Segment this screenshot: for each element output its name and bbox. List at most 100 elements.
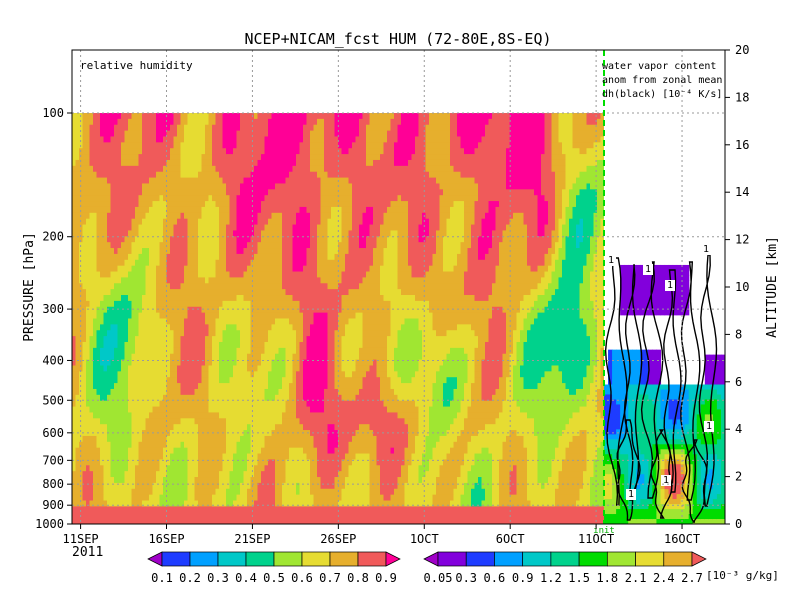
rh-cell: [170, 347, 175, 355]
rh-cell: [247, 388, 252, 396]
rh-cell: [128, 512, 133, 519]
rh-cell: [226, 289, 231, 296]
rh-cell: [296, 418, 301, 425]
rh-cell: [243, 159, 248, 167]
rh-cell: [93, 359, 98, 367]
rh-cell: [152, 165, 157, 173]
rh-cell: [303, 488, 308, 496]
rh-cell: [152, 130, 157, 138]
rh-cell: [103, 189, 108, 196]
rh-cell: [282, 388, 287, 396]
rh-cell: [198, 230, 203, 237]
rh-cell: [215, 159, 220, 167]
rh-cell: [243, 359, 248, 367]
rh-cell: [100, 341, 105, 349]
rh-cell: [159, 189, 164, 196]
rh-cell: [310, 371, 315, 378]
rh-cell: [261, 471, 266, 478]
rh-cell: [82, 365, 87, 372]
rh-cell: [310, 124, 315, 132]
rh-cell: [226, 347, 231, 355]
rh-cell: [145, 365, 150, 372]
rh-cell: [219, 154, 224, 161]
rh-cell: [163, 242, 168, 249]
rh-cell: [278, 300, 283, 308]
rh-cell: [278, 212, 283, 220]
rh-cell: [100, 224, 105, 232]
rh-cell: [271, 189, 276, 196]
rh-cell: [110, 365, 115, 372]
rh-cell: [159, 424, 164, 431]
rh-cell: [240, 365, 245, 372]
rh-cell: [173, 518, 178, 524]
rh-cell: [145, 236, 150, 243]
rh-cell: [96, 224, 101, 232]
rh-cell: [75, 435, 80, 443]
rh-cell: [278, 312, 283, 320]
rh-cell: [233, 318, 238, 325]
rh-cell: [229, 500, 234, 507]
rh-cell: [257, 300, 262, 308]
rh-cell: [285, 230, 290, 237]
rh-cell: [124, 412, 129, 419]
rh-cell: [72, 365, 77, 372]
rh-cell: [117, 412, 122, 419]
rh-cell: [240, 482, 245, 490]
rh-cell: [170, 435, 175, 443]
rh-cell: [215, 265, 220, 273]
rh-cell: [275, 183, 280, 190]
rh-cell: [303, 418, 308, 425]
rh-cell: [215, 347, 220, 355]
rh-cell: [75, 518, 80, 524]
rh-cell: [166, 148, 171, 155]
rh-cell: [236, 347, 241, 355]
rh-cell: [229, 424, 234, 431]
rh-cell: [135, 165, 140, 173]
rh-cell: [201, 424, 206, 431]
rh-cell: [86, 195, 91, 202]
rh-cell: [163, 230, 168, 237]
rh-cell: [275, 347, 280, 355]
rh-cell: [159, 318, 164, 325]
rh-cell: [261, 124, 266, 132]
rh-cell: [187, 441, 192, 449]
rh-cell: [222, 447, 227, 455]
rh-cell: [107, 377, 112, 384]
rh-cell: [240, 441, 245, 449]
rh-cell: [222, 201, 227, 208]
rh-cell: [201, 377, 206, 384]
rh-cell: [159, 312, 164, 320]
rh-cell: [163, 394, 168, 402]
rh-cell: [282, 318, 287, 325]
rh-cell: [145, 142, 150, 149]
rh-cell: [212, 236, 217, 243]
rh-cell: [72, 265, 77, 273]
rh-cell: [254, 248, 259, 255]
rh-cell: [110, 295, 115, 302]
rh-cell: [201, 447, 206, 455]
rh-cell: [292, 341, 297, 349]
rh-cell: [110, 471, 115, 478]
rh-cell: [100, 130, 105, 138]
rh-cell: [194, 165, 199, 173]
rh-cell: [131, 271, 136, 278]
rh-cell: [159, 353, 164, 361]
rh-cell: [201, 512, 206, 519]
rh-cell: [128, 406, 133, 414]
rh-cell: [198, 406, 203, 414]
rh-cell: [177, 365, 182, 372]
rh-cell: [110, 318, 115, 325]
rh-cell: [299, 124, 304, 132]
rh-cell: [303, 113, 308, 120]
rh-cell: [268, 441, 273, 449]
rh-cell: [96, 477, 101, 484]
rh-cell: [205, 230, 210, 237]
rh-cell: [117, 165, 122, 173]
rh-cell: [278, 224, 283, 232]
rh-cell: [247, 212, 252, 220]
rh-cell: [247, 312, 252, 320]
rh-cell: [191, 471, 196, 478]
rh-cell: [191, 171, 196, 179]
rh-cell: [121, 259, 126, 267]
rh-cell: [215, 271, 220, 278]
